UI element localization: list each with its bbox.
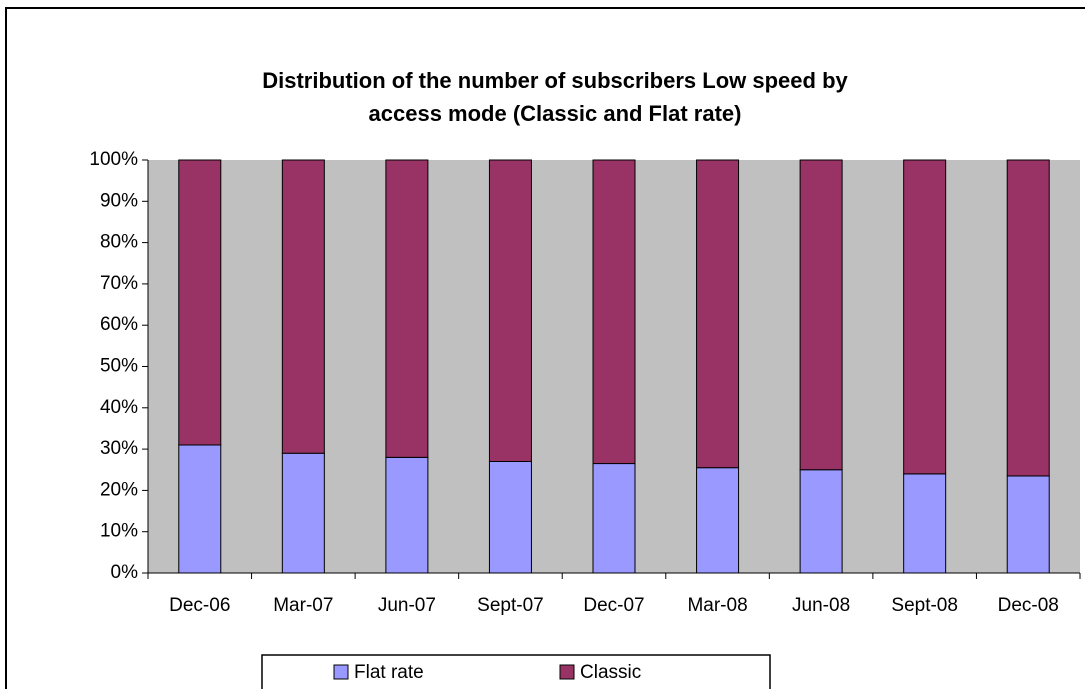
y-tick-label: 80% [100, 232, 138, 253]
bar [385, 159, 429, 458]
bar [281, 159, 325, 454]
y-tick-label: 10% [100, 521, 138, 542]
x-tick-label: Jun-07 [378, 595, 436, 616]
y-tick-label: 90% [100, 190, 138, 211]
y-tick-label: 0% [111, 562, 139, 583]
legend-swatch [333, 664, 349, 680]
bar [696, 467, 740, 574]
chart-title: access mode (Classic and Flat rate) [369, 101, 742, 126]
bar [281, 452, 325, 574]
x-tick-label: Mar-07 [273, 595, 333, 616]
bar [592, 463, 636, 574]
bar [799, 469, 843, 574]
bar [903, 159, 947, 475]
y-tick-label: 40% [100, 397, 138, 418]
x-tick-label: Jun-08 [792, 595, 850, 616]
x-tick-label: Dec-07 [583, 595, 644, 616]
bar [903, 473, 947, 574]
y-tick-label: 60% [100, 314, 138, 335]
legend-label: Flat rate [354, 662, 424, 683]
y-tick-label: 70% [100, 273, 138, 294]
bar [799, 159, 843, 471]
bar [592, 159, 636, 465]
x-tick-label: Sept-07 [477, 595, 544, 616]
bar [1006, 475, 1050, 574]
x-tick-label: Sept-08 [891, 595, 958, 616]
y-tick-label: 20% [100, 479, 138, 500]
legend-swatch [559, 664, 575, 680]
bar [488, 460, 532, 574]
bar [178, 159, 222, 446]
bar [178, 444, 222, 574]
y-tick-label: 100% [89, 149, 138, 170]
y-tick-label: 30% [100, 438, 138, 459]
chart-title: Distribution of the number of subscriber… [262, 68, 848, 93]
bar [1006, 159, 1050, 477]
x-tick-label: Dec-06 [169, 595, 230, 616]
x-tick-label: Dec-08 [998, 595, 1059, 616]
bar [488, 159, 532, 462]
bar [696, 159, 740, 469]
bar [385, 456, 429, 574]
y-tick-label: 50% [100, 356, 138, 377]
x-tick-label: Mar-08 [687, 595, 747, 616]
legend-label: Classic [580, 662, 641, 683]
